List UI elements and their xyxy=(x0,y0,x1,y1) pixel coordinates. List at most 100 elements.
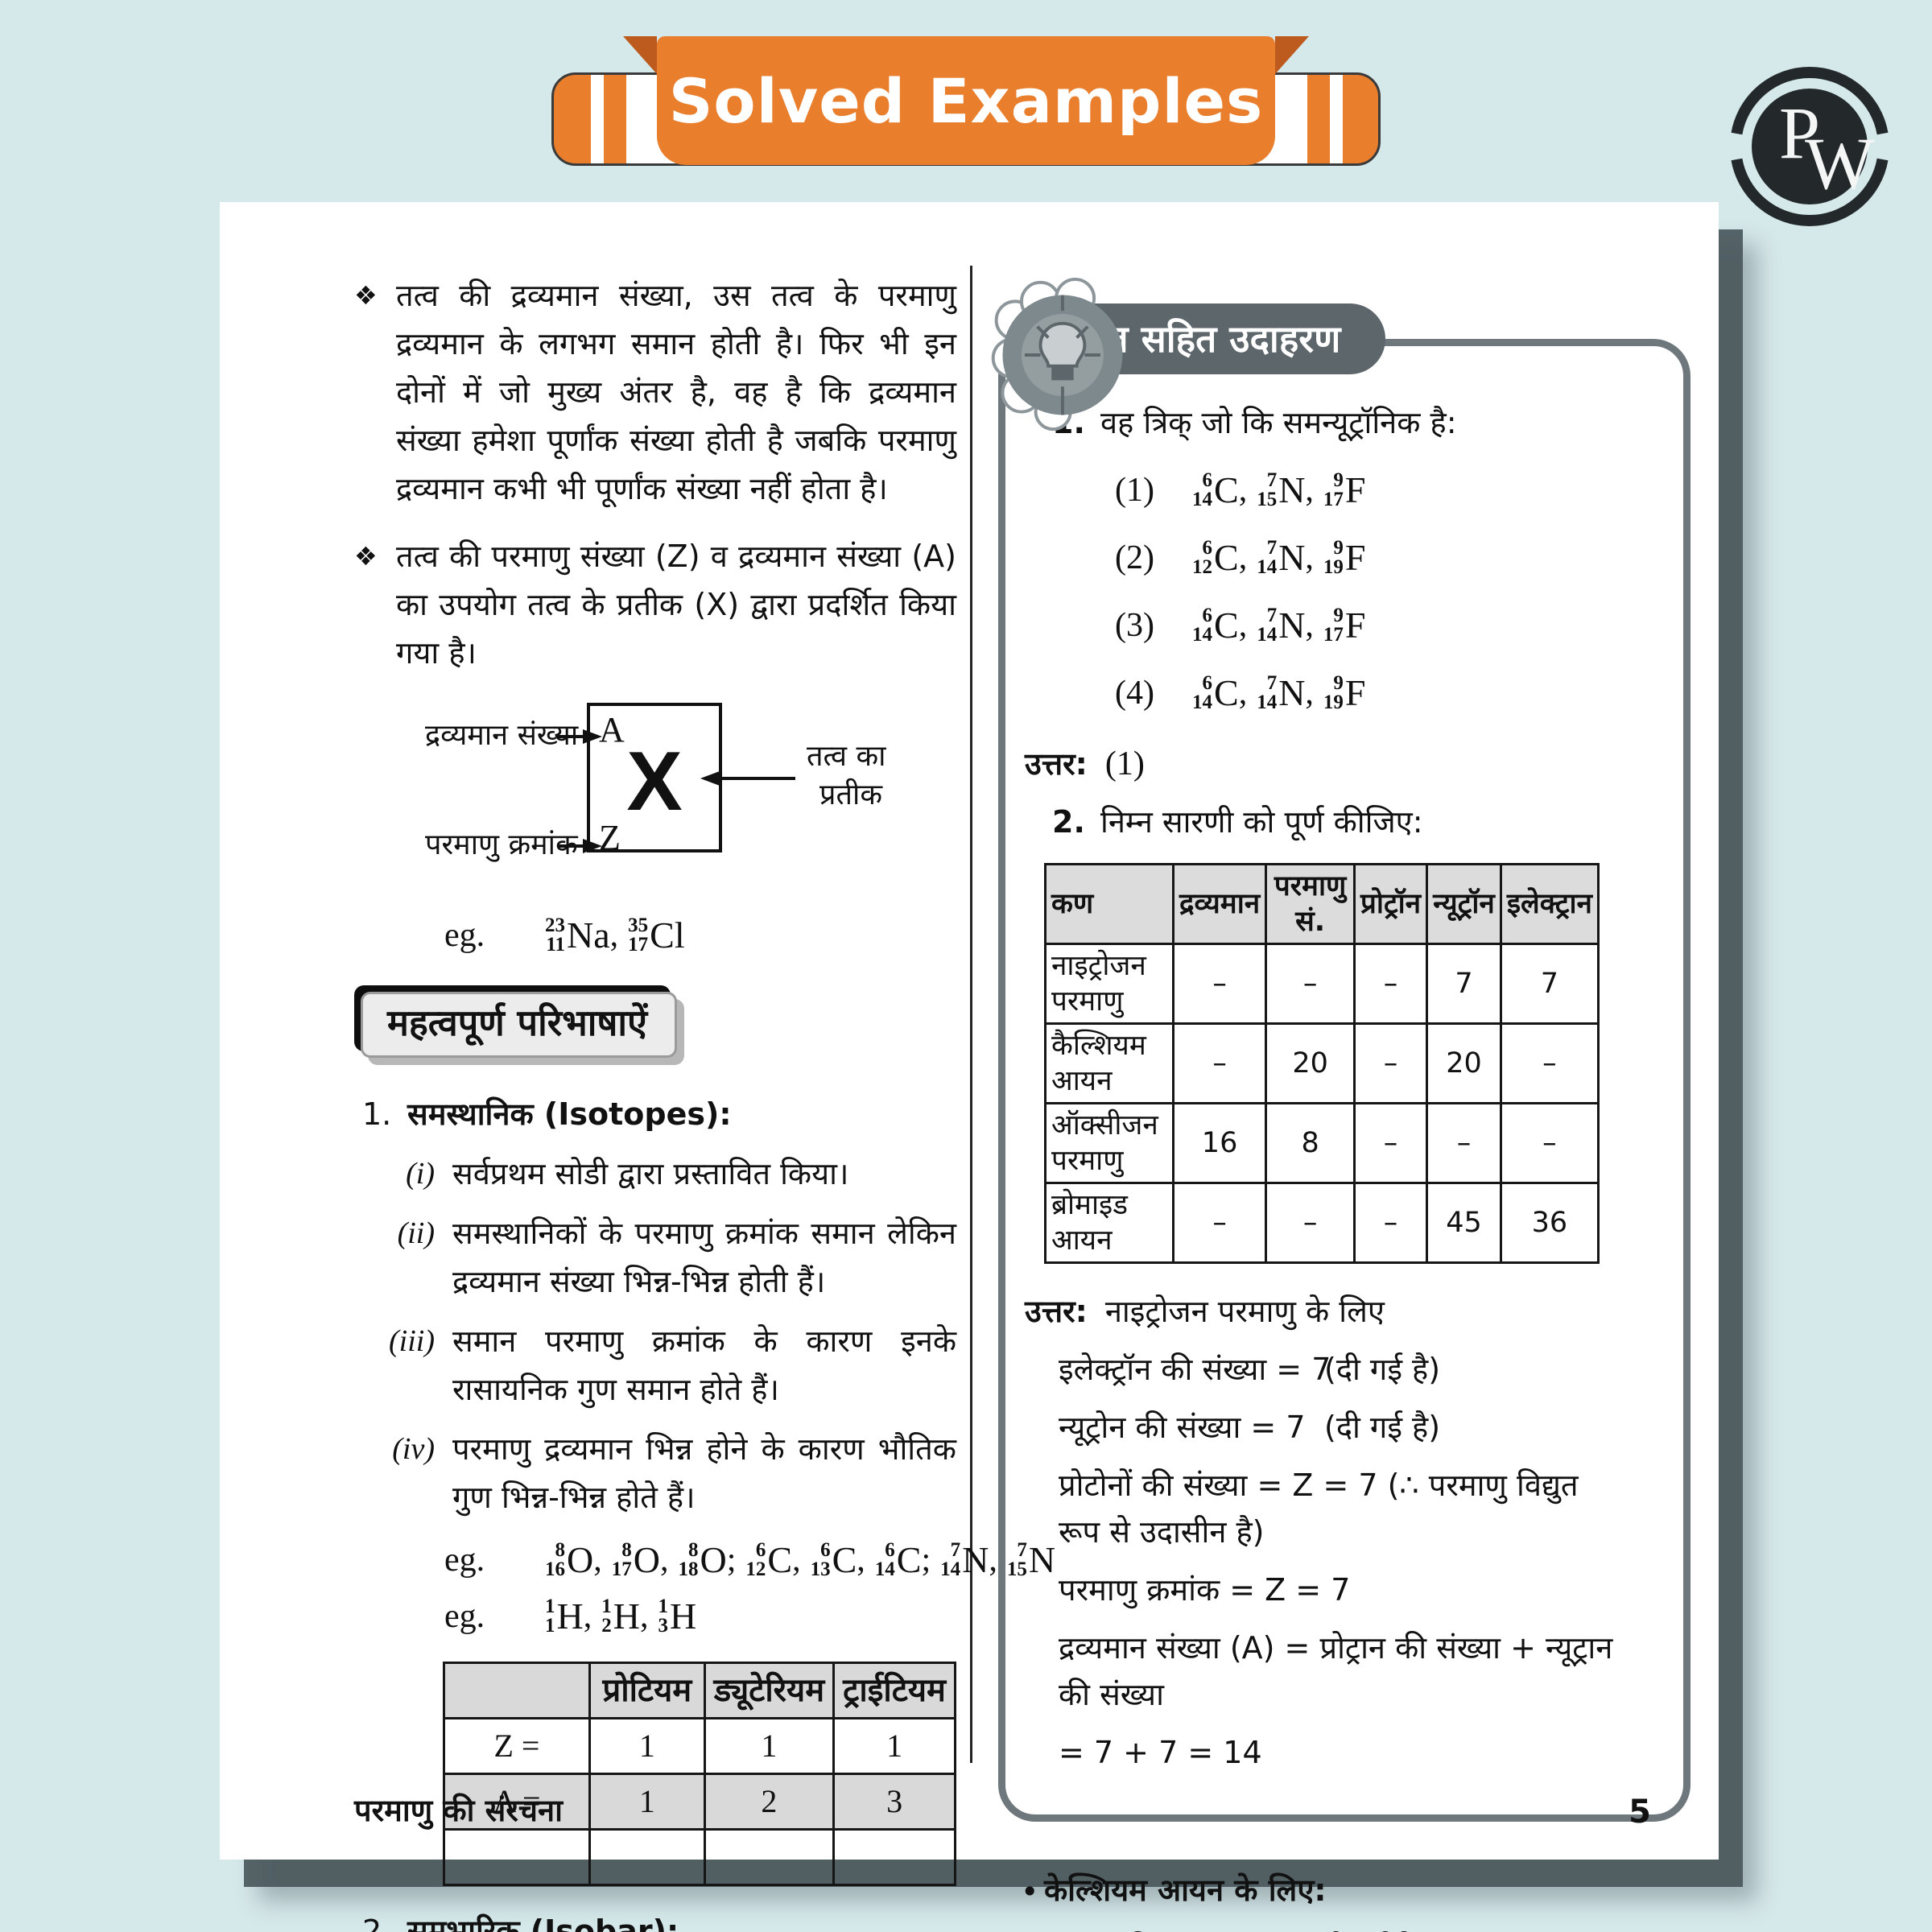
answer-1: उत्तर: (1) xyxy=(1025,741,1656,787)
element-symbol-x: X xyxy=(626,735,683,828)
nuclide: 6 12 C, xyxy=(1192,535,1247,581)
nuclide-numbers: 7 14 xyxy=(940,1539,961,1580)
solved-examples-block: हल सहित उदाहरण 1. वह त्रिक् जो कि समन्यू… xyxy=(991,277,1690,1822)
line: न्यूट्रॉन की संख्या = 20(दी गई है) xyxy=(1044,1925,1690,1932)
separator: , xyxy=(1238,472,1248,509)
element-symbol: H xyxy=(613,1596,640,1637)
nuclide: 9 19 F xyxy=(1323,672,1366,713)
table-cell: 3 xyxy=(832,1773,956,1831)
solution-line: प्रोटोनों की संख्या = Z = 7 (∴ परमाणु वि… xyxy=(1059,1462,1656,1555)
table-cell: – xyxy=(1171,943,1268,1025)
element-symbol: Cl xyxy=(650,914,685,956)
nuclide: 7 14 N, xyxy=(1257,670,1314,716)
nuclide-numbers: 8 18 xyxy=(678,1539,699,1580)
table-cell: 8 xyxy=(1265,1102,1356,1184)
eg-label: eg. xyxy=(444,1598,485,1635)
option-3: (3) 6 14 C, 7 14 N, 9 17 F xyxy=(1115,602,1656,649)
bullet-para: ❖ तत्व की परमाणु संख्या (Z) व द्रव्यमान … xyxy=(354,532,956,677)
eg-label: eg. xyxy=(444,917,485,954)
section-title: केल्शियम आयन के लिए: xyxy=(1044,1872,1327,1908)
given-note: (दी गई है) xyxy=(1324,1410,1441,1445)
separator: , xyxy=(1238,607,1248,644)
table-cell: ऑक्सीजन परमाणु xyxy=(1044,1102,1174,1184)
table-cell: 20 xyxy=(1265,1022,1356,1104)
element-symbol: Na xyxy=(567,914,610,956)
item-number: (iii) xyxy=(389,1324,435,1358)
section-isotopes: 1. समस्थानिक (Isotopes): (i) सर्वप्रथम सो… xyxy=(354,1090,1055,1886)
element-symbol: F xyxy=(1344,469,1366,510)
separator: , xyxy=(1305,539,1314,576)
table-cell: – xyxy=(1352,943,1429,1025)
separator: , xyxy=(1238,539,1248,576)
solution-line: परमाणु क्रमांक = Z = 7 xyxy=(1059,1567,1656,1613)
list-item: (ii) समस्थानिकों के परमाणु क्रमांक समान ल… xyxy=(354,1209,956,1306)
element-box xyxy=(587,703,722,852)
list-item: (iv) परमाणु द्रव्यमान भिन्न होने के कारण … xyxy=(354,1425,956,1521)
section-number: 2. xyxy=(362,1913,392,1932)
element-symbol: O xyxy=(567,1539,594,1580)
nuclide: 8 17 O, xyxy=(612,1536,669,1584)
nuclide-numbers: 23 11 xyxy=(545,914,565,956)
table-cell: 45 xyxy=(1426,1182,1502,1264)
section-isobar: 2. समभारिक (Isobar): भिन्न-भिन्न तत्वों … xyxy=(354,1907,956,1932)
atomic-number-letter: Z xyxy=(599,818,621,857)
nuclide: 6 14 C, xyxy=(1192,670,1247,716)
right-column: हल सहित उदाहरण 1. वह त्रिक् जो कि समन्यू… xyxy=(991,277,1690,1932)
svg-text:W: W xyxy=(1805,122,1875,204)
answer-label: उत्तर: xyxy=(1025,1294,1088,1329)
section-heading: 1. समस्थानिक (Isotopes): xyxy=(354,1090,956,1138)
option-4: (4) 6 14 C, 7 14 N, 9 19 F xyxy=(1115,670,1656,716)
table-row: ऑक्सीजन परमाणु 16 8 – – – xyxy=(1044,1102,1600,1184)
footer-page-number: 5 xyxy=(1629,1794,1651,1831)
nuclide: 6 13 C, xyxy=(811,1536,865,1584)
element-symbol: C xyxy=(1214,537,1239,578)
item-text: सर्वप्रथम सोडी द्वारा प्रस्तावित किया। xyxy=(452,1156,849,1191)
table-cell: 1 xyxy=(588,1773,706,1831)
section-title: समभारिक (Isobar): xyxy=(407,1913,679,1932)
solution-line: न्यूट्रोन की संख्या = 7 (दी गई है) xyxy=(1059,1404,1656,1451)
separator: ; xyxy=(726,1542,737,1579)
nuclide-numbers: 6 14 xyxy=(1192,469,1212,510)
table-cell: 36 xyxy=(1499,1182,1600,1264)
banner-title: Solved Examples xyxy=(668,64,1264,137)
nuclide-numbers: 6 12 xyxy=(1192,537,1212,578)
nuclide-numbers: 9 19 xyxy=(1323,537,1344,578)
table-cell: – xyxy=(1265,1182,1356,1264)
table-cell: 7 xyxy=(1426,943,1502,1025)
list-item: (i) सर्वप्रथम सोडी द्वारा प्रस्तावित किया… xyxy=(354,1150,956,1198)
table-cell: – xyxy=(1426,1102,1502,1184)
question-text: वह त्रिक् जो कि समन्यूट्रॉनिक है: xyxy=(1100,405,1457,440)
element-symbol: N xyxy=(1278,469,1306,510)
element-symbol: C xyxy=(1214,469,1239,510)
particles-table: कण द्रव्यमान परमाणु सं. प्रोट्रॉन न्यूट्… xyxy=(1044,863,1600,1264)
list-item: (iii) समान परमाणु क्रमांक के कारण इनके रा… xyxy=(354,1317,956,1414)
item-number: (ii) xyxy=(397,1216,435,1250)
mass-number-letter: A xyxy=(599,710,625,749)
solved-examples-box: 1. वह त्रिक् जो कि समन्यूट्रॉनिक है: (1)… xyxy=(998,339,1690,1822)
given-note: (दी गई है) xyxy=(1310,1925,1426,1932)
answer-label: उत्तर: xyxy=(1025,746,1088,782)
nuclide: 7 14 N, xyxy=(1257,602,1314,649)
nuclide: 8 18 O; xyxy=(678,1536,736,1584)
separator: , xyxy=(583,1598,592,1635)
given-note: (दी गई है) xyxy=(1324,1352,1441,1387)
table-header: ड्यूटेरियम xyxy=(703,1662,836,1719)
pw-logo: P W xyxy=(1729,66,1890,227)
option-number: (1) xyxy=(1115,472,1154,509)
nuclide: 7 14 N, xyxy=(940,1536,997,1584)
column-divider xyxy=(970,266,972,1763)
nuclide: 9 17 F xyxy=(1323,469,1366,510)
table-cell: – xyxy=(1171,1182,1268,1264)
bullet-dot: • xyxy=(1021,1874,1039,1909)
table-cell: 2 xyxy=(703,1773,836,1831)
table-cell: 7 xyxy=(1499,943,1600,1025)
table-header: इलेक्ट्रान xyxy=(1499,863,1600,945)
hydrogen-isotope-table: प्रोटियम ड्यूटेरियम ट्राईटियम Z = 1 1 1 … xyxy=(443,1662,956,1886)
element-symbol: N xyxy=(1278,605,1306,646)
nuclide-numbers: 7 14 xyxy=(1257,537,1278,578)
element-symbol: F xyxy=(1344,672,1366,713)
answer-2: उत्तर: नाइट्रोजन परमाणु के लिए xyxy=(1025,1288,1656,1335)
